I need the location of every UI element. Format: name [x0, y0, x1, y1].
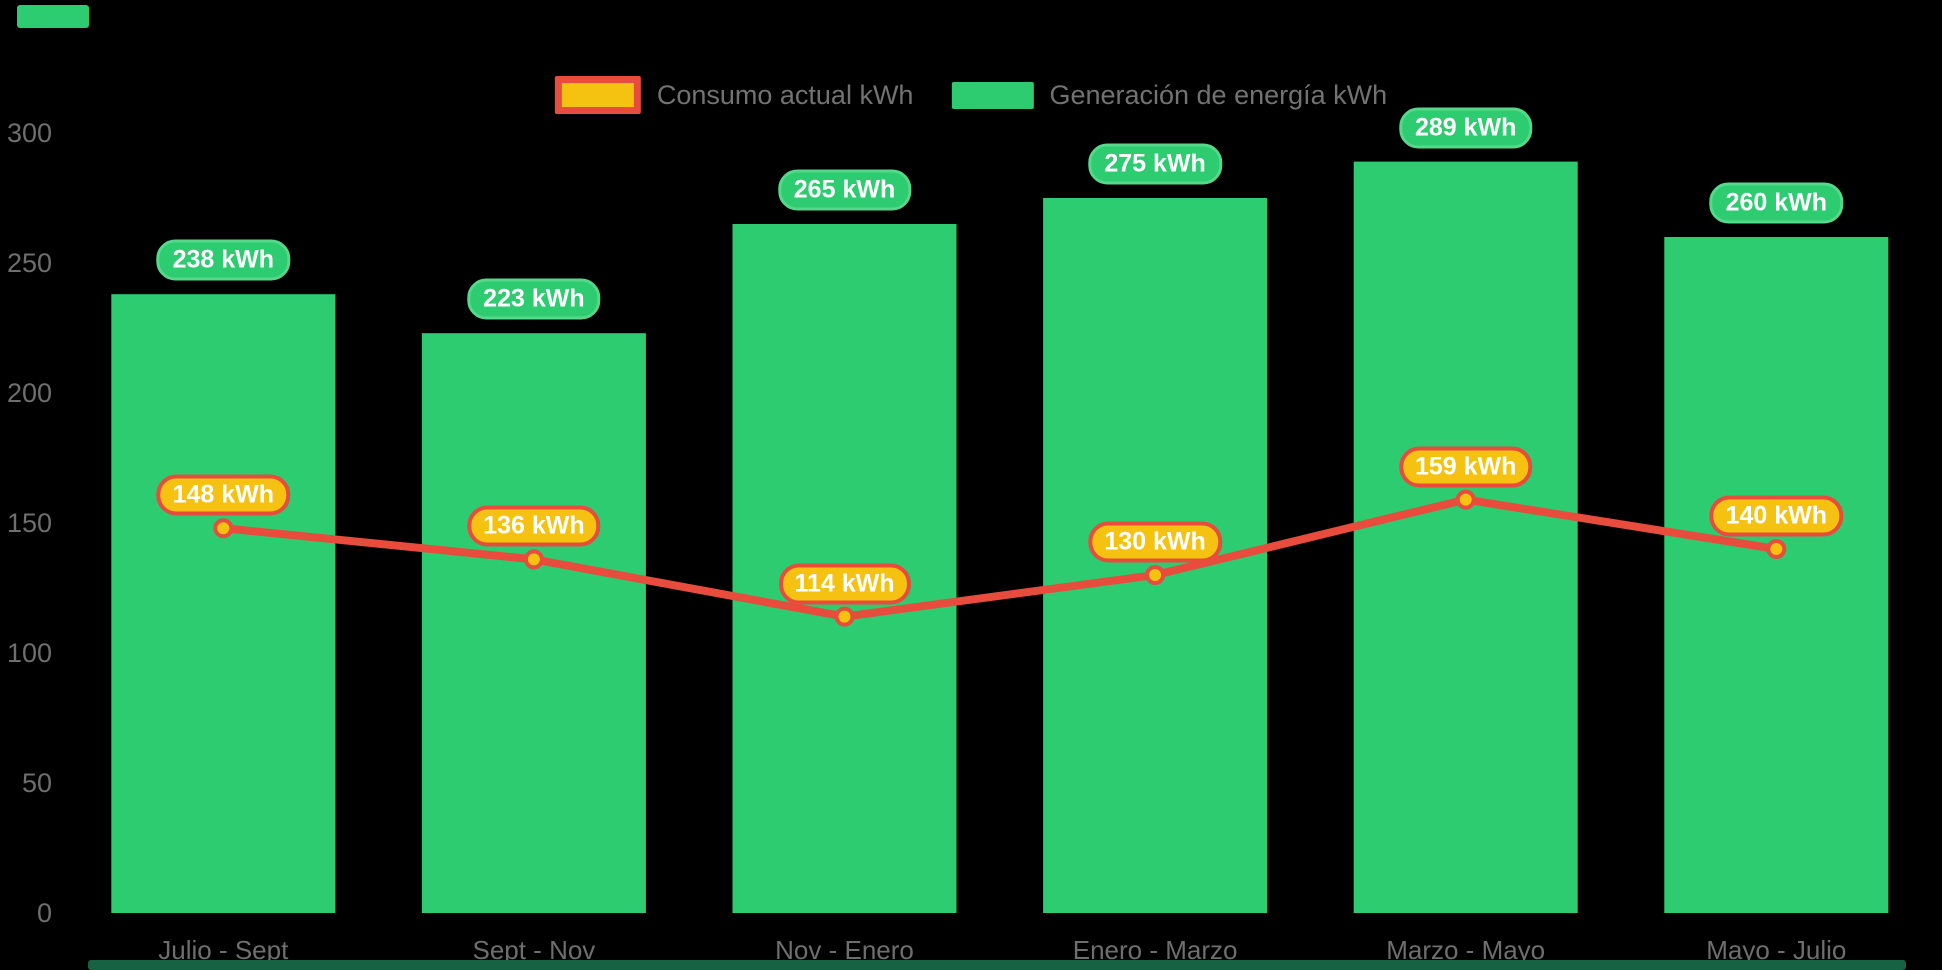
line-value-pill: 136 kWh: [467, 505, 601, 547]
line-value-pill: 148 kWh: [156, 474, 291, 516]
bottom-strip: [88, 960, 1906, 970]
legend-label-consumo: Consumo actual kWh: [656, 79, 914, 110]
bar-value-pill: 260 kWh: [1709, 182, 1844, 224]
bar-value-pill: 238 kWh: [156, 239, 291, 281]
bar-value-pill: 223 kWh: [467, 278, 601, 320]
generacion-swatch-icon: [951, 81, 1034, 109]
line-value-pill: 140 kWh: [1709, 495, 1844, 537]
point-consumo[interactable]: [834, 606, 855, 627]
point-consumo[interactable]: [1766, 539, 1787, 559]
line-value-pill: 114 kWh: [778, 563, 911, 605]
bar-generacion[interactable]: [1353, 161, 1578, 914]
bar-generacion[interactable]: [111, 294, 336, 913]
legend-item-generacion[interactable]: Generación de energía kWh: [951, 80, 1387, 111]
line-consumo: [219, 495, 1781, 621]
bar-generacion[interactable]: [421, 333, 646, 913]
chart-legend: Consumo actual kWh Generación de energía…: [554, 76, 1387, 114]
point-consumo[interactable]: [1455, 489, 1476, 510]
line-value-pill: 159 kWh: [1398, 446, 1533, 488]
bar-value-pill: 265 kWh: [777, 169, 912, 211]
legend-item-consumo[interactable]: Consumo actual kWh: [554, 76, 914, 114]
consumo-swatch-icon: [554, 76, 641, 114]
bar-value-pill: 275 kWh: [1088, 143, 1222, 185]
bar-generacion[interactable]: [1664, 237, 1889, 913]
top-left-accent: [17, 5, 89, 28]
point-consumo[interactable]: [1145, 565, 1166, 585]
point-consumo[interactable]: [523, 549, 544, 570]
bar-value-pill: 289 kWh: [1398, 107, 1533, 149]
line-value-pill: 130 kWh: [1088, 521, 1222, 563]
legend-label-generacion: Generación de energía kWh: [1049, 79, 1388, 110]
point-consumo[interactable]: [213, 518, 234, 539]
